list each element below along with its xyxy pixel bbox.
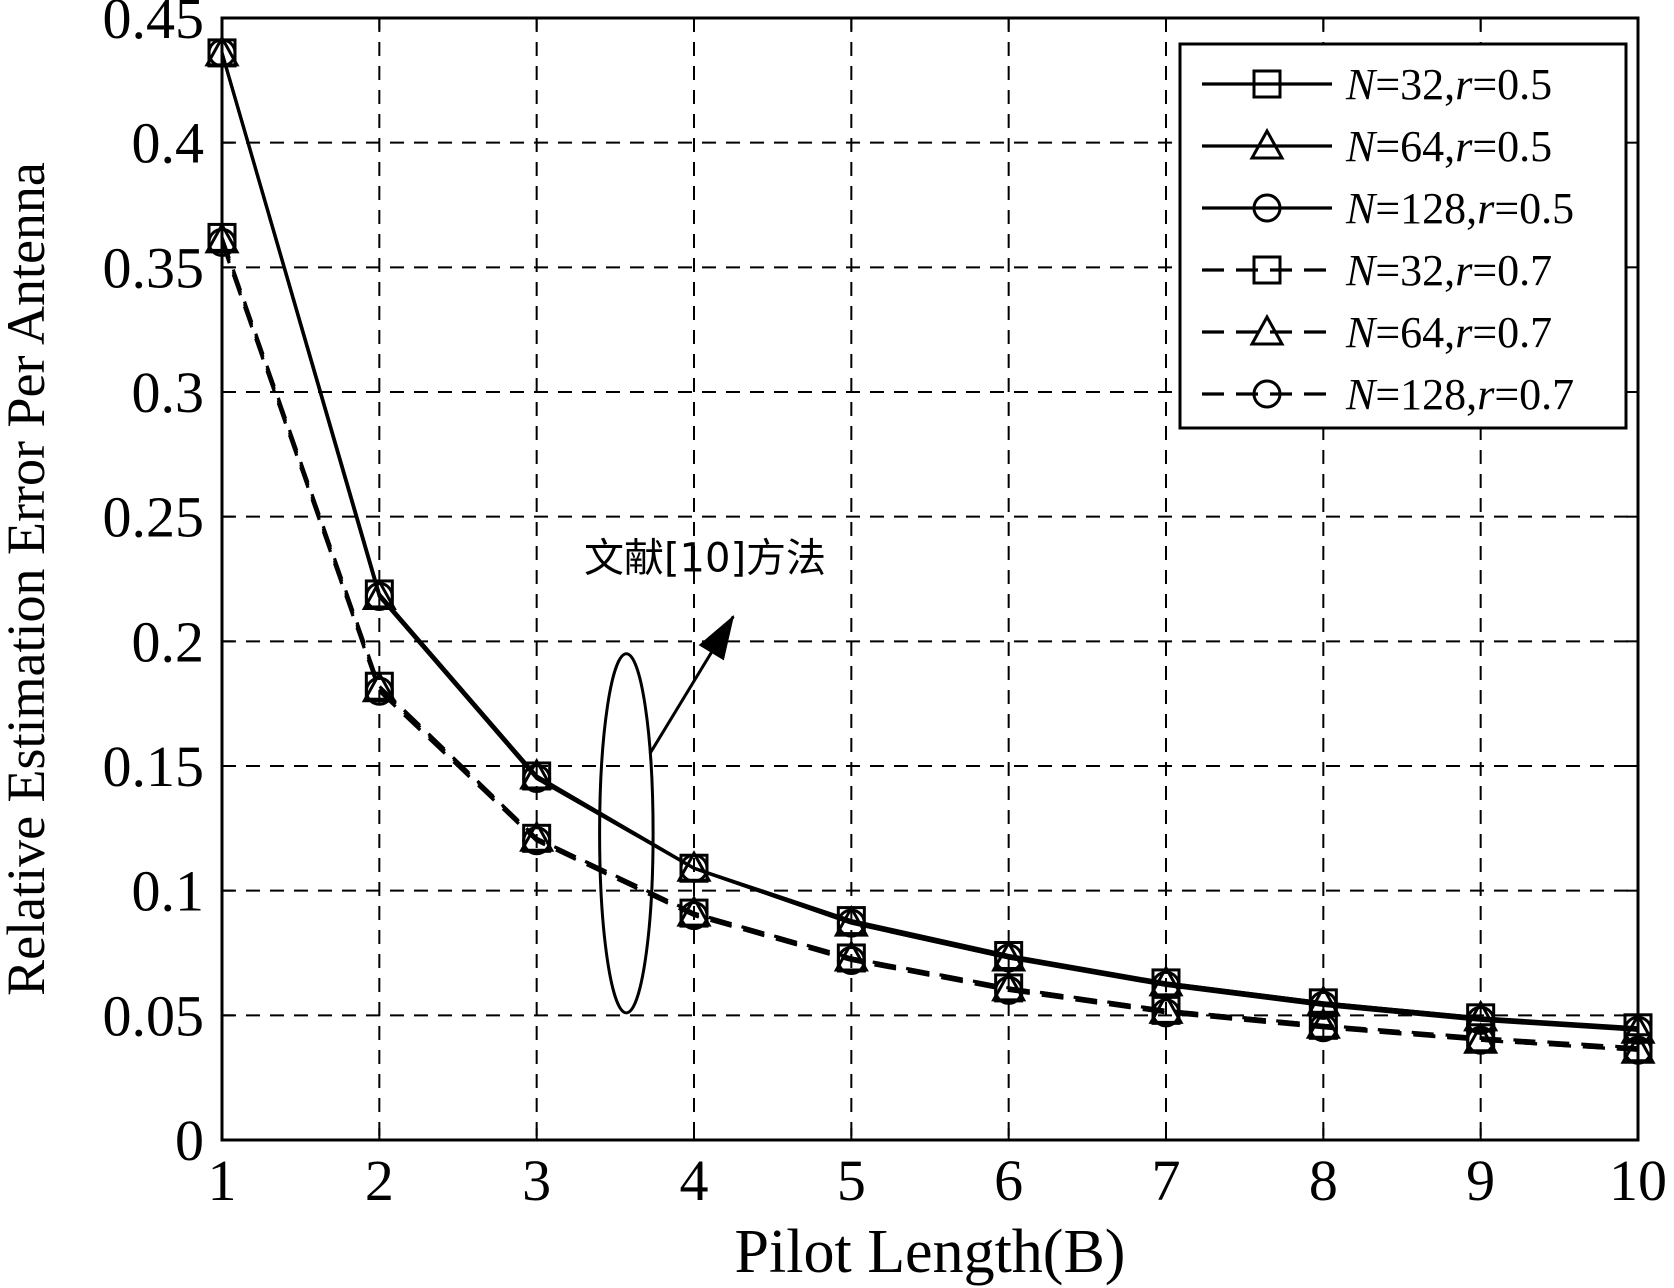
plot-border (220, 16, 1640, 1142)
series-line-6 (220, 241, 1639, 1052)
x-tick-label: 9 (1466, 1148, 1495, 1213)
x-tick-label: 5 (837, 1148, 866, 1213)
legend-var-n: N (1345, 60, 1378, 109)
y-tick-label: 0.45 (103, 0, 205, 51)
legend-r-value: =0.5 (1472, 60, 1552, 109)
legend-var-r: r (1477, 184, 1495, 233)
data-point-s6-2 (364, 676, 394, 706)
data-point-s6-4 (679, 901, 709, 931)
legend-var-r: r (1477, 370, 1495, 419)
x-tick-label: 2 (365, 1148, 394, 1213)
y-tick-label: 0.15 (103, 734, 205, 799)
annotation-label: 文献[10]方法 (584, 536, 826, 582)
annotation-arrow-head (698, 615, 735, 661)
annotation-ellipse (598, 652, 655, 1015)
legend-n-value: =128, (1375, 370, 1477, 419)
data-point-s3-9 (1466, 1005, 1496, 1035)
data-point-s3-4 (679, 853, 709, 883)
legend-r-value: =0.7 (1494, 370, 1574, 419)
legend-var-n: N (1345, 122, 1378, 171)
legend-r-value: =0.7 (1472, 308, 1552, 357)
x-axis-label: Pilot Length(B) (735, 1218, 1126, 1286)
legend-marker-6 (1252, 379, 1282, 409)
legend-marker-4 (1252, 255, 1282, 285)
legend-var-r: r (1455, 122, 1473, 171)
legend-var-n: N (1345, 308, 1378, 357)
data-point-s6-3 (522, 826, 552, 856)
x-tick-label: 8 (1309, 1148, 1338, 1213)
y-tick-label: 0.35 (103, 235, 205, 300)
legend-n-value: =128, (1375, 184, 1477, 233)
data-point-s3-8 (1308, 990, 1338, 1020)
y-tick-label: 0.2 (132, 609, 205, 674)
data-point-s6-6 (994, 975, 1024, 1005)
y-tick-label: 0.3 (132, 360, 205, 425)
legend-r-value: =0.5 (1472, 122, 1552, 171)
x-tick-label: 7 (1152, 1148, 1181, 1213)
legend-entry-2: N=64,r=0.5 (1345, 122, 1552, 171)
legend-n-value: =64, (1375, 308, 1455, 357)
data-point-s2-9 (1463, 999, 1499, 1032)
legend-marker-3 (1252, 193, 1282, 223)
legend-var-r: r (1455, 308, 1473, 357)
y-tick-label: 0.25 (103, 485, 205, 550)
y-tick-label: 0 (175, 1108, 204, 1173)
legend-var-r: r (1455, 246, 1473, 295)
data-point-s5-8 (1305, 1007, 1341, 1039)
data-point-s3-3 (522, 763, 552, 793)
legend: N=32,r=0.5N=64,r=0.5N=128,r=0.5N=32,r=0.… (1178, 42, 1628, 430)
legend-marker-5 (1249, 313, 1285, 346)
legend-var-r: r (1455, 60, 1473, 109)
legend-marker-2 (1249, 127, 1285, 160)
series-line-5 (220, 239, 1639, 1052)
y-tick-label: 0.05 (103, 983, 205, 1048)
legend-marker-1 (1252, 69, 1282, 99)
data-point-s5-5 (833, 939, 869, 972)
legend-r-value: =0.7 (1472, 246, 1552, 295)
tick-labels: 1 2 3 4 5 6 7 8 9 10 0 0.05 0.1 0.15 0.2 0.25 0.3 0.35 0.4… (103, 0, 1668, 1213)
legend-entry-6: N=128,r=0.7 (1345, 370, 1574, 419)
data-point-s6-8 (1308, 1013, 1338, 1043)
legend-entry-1: N=32,r=0.5 (1345, 60, 1552, 109)
plot-frame (220, 16, 1640, 1142)
legend-n-value: =32, (1375, 246, 1455, 295)
data-point-s2-3 (519, 757, 555, 790)
annotation: 文献[10]方法 (584, 536, 826, 1015)
x-tick-label: 4 (680, 1148, 709, 1213)
legend-var-n: N (1345, 184, 1378, 233)
data-point-s5-7 (1148, 992, 1184, 1024)
plot-series (204, 34, 1656, 1065)
data-point-s3-5 (836, 908, 866, 938)
data-point-s5-6 (991, 969, 1027, 1002)
x-tick-label: 1 (208, 1148, 237, 1213)
y-tick-label: 0.1 (132, 859, 205, 924)
data-point-s6-7 (1151, 998, 1181, 1028)
y-tick-label: 0.4 (132, 111, 205, 176)
legend-n-value: =64, (1375, 122, 1455, 171)
y-axis-label: Relative Estimation Error Per Antenna (0, 162, 56, 996)
data-point-s6-5 (836, 945, 866, 975)
data-point-s3-2 (364, 581, 394, 611)
x-tick-label: 6 (994, 1148, 1023, 1213)
data-point-s5-2 (361, 670, 397, 703)
legend-entry-3: N=128,r=0.5 (1345, 184, 1574, 233)
legend-var-n: N (1345, 370, 1378, 419)
series-line-3 (220, 52, 1639, 1032)
legend-entry-5: N=64,r=0.7 (1345, 308, 1552, 357)
legend-entry-4: N=32,r=0.7 (1345, 246, 1552, 295)
x-tick-label: 10 (1609, 1148, 1667, 1213)
legend-r-value: =0.5 (1494, 184, 1574, 233)
legend-var-n: N (1345, 246, 1378, 295)
legend-box (1178, 42, 1628, 430)
legend-n-value: =32, (1375, 60, 1455, 109)
data-point-s5-3 (519, 820, 555, 852)
data-point-s6-9 (1466, 1025, 1496, 1055)
x-tick-label: 3 (522, 1148, 551, 1213)
